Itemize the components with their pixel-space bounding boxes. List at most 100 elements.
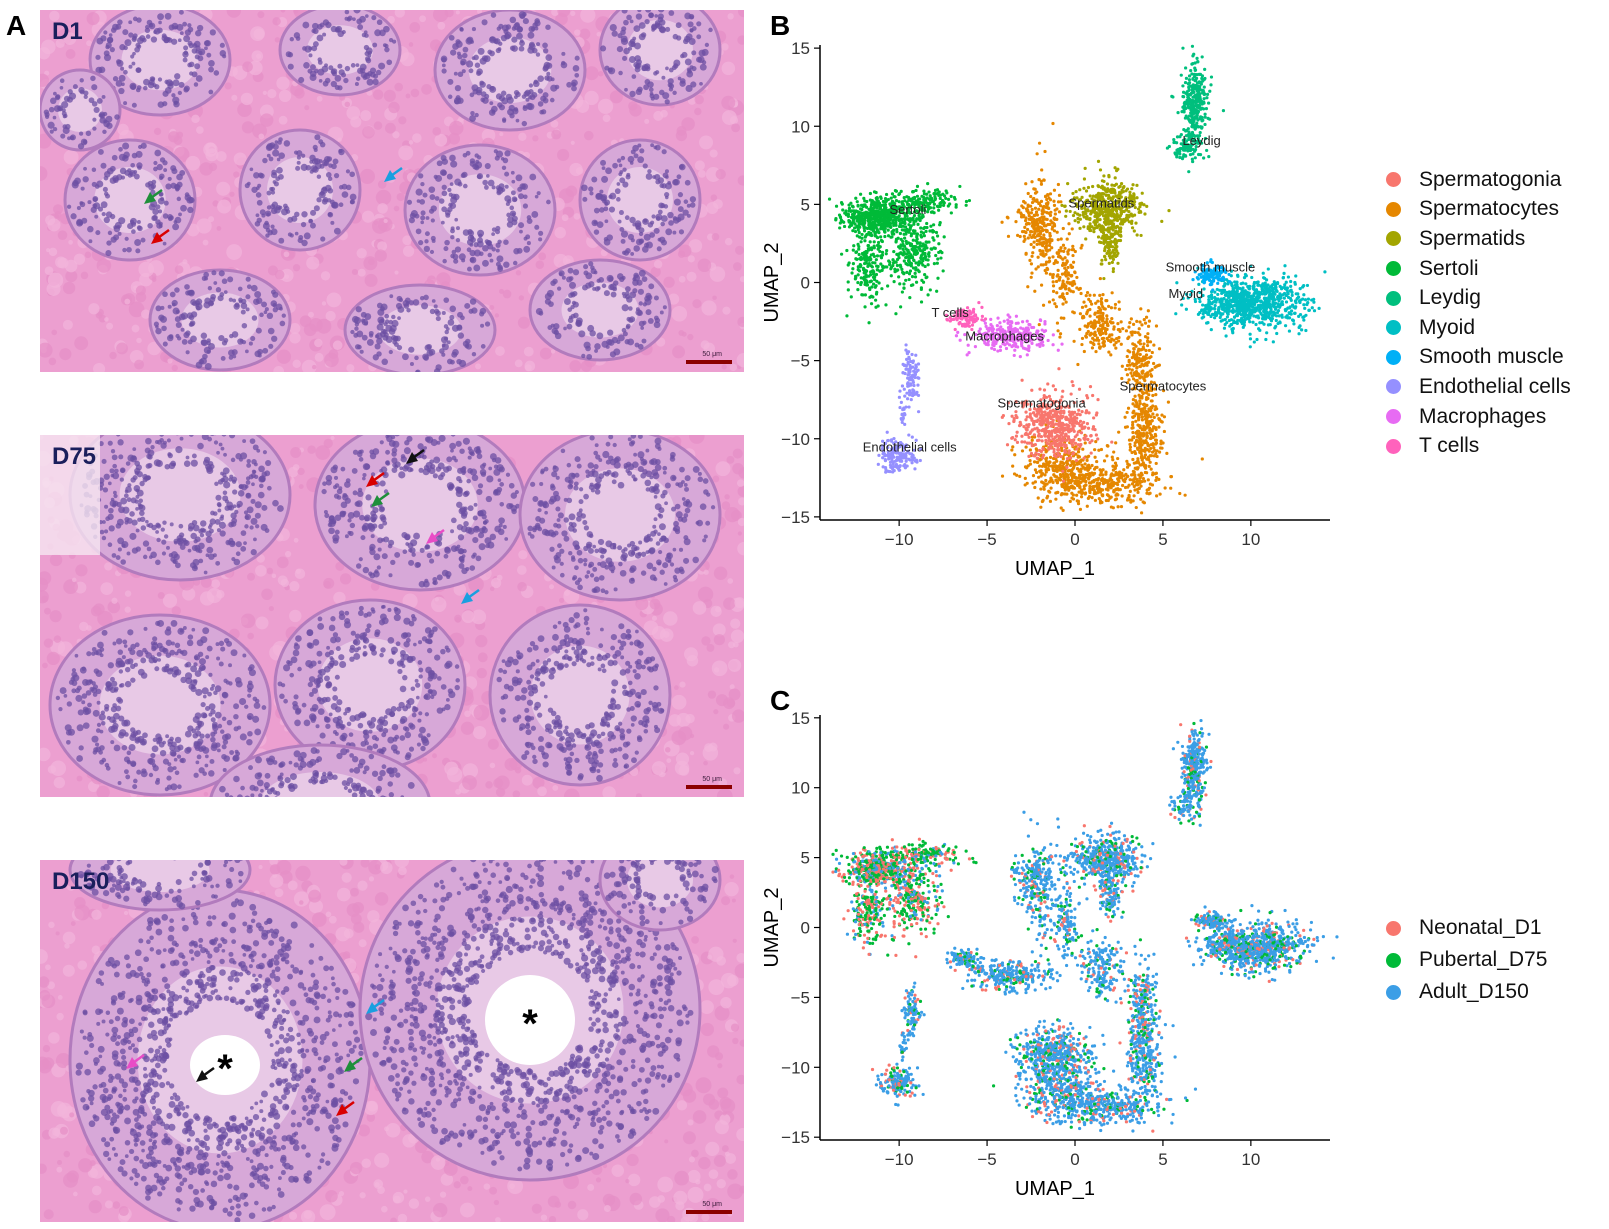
data-point [1133,466,1137,470]
data-point [1120,376,1124,381]
data-point [1288,289,1292,293]
data-point [1080,243,1084,247]
data-point [1227,304,1231,308]
data-point [871,261,875,265]
data-point [1201,275,1206,279]
data-point [1302,318,1306,322]
data-point [869,224,873,228]
data-point [1082,315,1086,319]
data-point [926,207,931,211]
data-point [1020,204,1024,208]
data-point [1209,258,1213,262]
data-point [1192,125,1197,129]
data-point [851,262,856,266]
data-point [1082,484,1086,488]
data-point [1067,468,1072,473]
data-point [1149,399,1153,403]
data-point [1035,456,1039,460]
data-point [1102,179,1106,184]
data-point [1205,96,1209,100]
data-point [1184,146,1189,150]
data-point [1310,306,1314,310]
data-point [1057,278,1061,282]
data-point [1131,322,1136,326]
data-point [1119,210,1123,215]
data-point [878,269,882,273]
data-point [1130,333,1134,337]
data-point [899,189,903,193]
data-point [1080,206,1084,210]
data-point [1193,94,1197,98]
data-point [897,245,901,249]
data-point [1235,314,1240,318]
data-point [862,196,866,200]
data-point [1022,234,1026,238]
data-point [1190,44,1195,48]
data-point [882,208,886,213]
data-point [1153,448,1157,452]
data-point [1179,73,1183,77]
data-point [1137,327,1141,331]
data-point [1134,344,1138,348]
data-point [889,196,893,200]
data-point [1059,286,1063,290]
data-point [1100,317,1104,321]
data-point [1302,293,1306,297]
data-point [912,213,917,218]
data-point [1052,203,1057,207]
data-point [1299,298,1303,302]
data-point [905,241,909,246]
data-point [1020,449,1025,453]
data-point [1048,192,1053,196]
data-point [1110,212,1114,216]
data-point [1105,299,1109,303]
data-point [1271,294,1275,298]
data-point [1024,216,1028,220]
data-point [1252,314,1256,318]
data-point [1147,348,1151,353]
data-point [1196,312,1201,316]
data-point [1267,297,1271,301]
data-point [907,277,911,282]
data-point [1261,306,1265,310]
data-point [876,247,880,251]
data-point [1117,335,1121,340]
data-point [1282,296,1286,300]
data-point [1061,472,1065,476]
data-point [1104,193,1108,197]
data-point [1033,213,1037,218]
data-point [1083,475,1087,479]
data-point [1189,147,1193,152]
data-point [1202,287,1206,291]
data-point [1290,309,1294,313]
data-point [1195,56,1199,60]
data-point [1142,441,1146,445]
data-point [1213,290,1217,294]
data-point [1243,289,1247,293]
data-point [1098,218,1102,222]
data-point [840,202,844,206]
data-point [912,196,917,201]
data-point [942,235,946,239]
data-point [1293,311,1297,315]
data-point [1146,336,1150,340]
data-point [1032,225,1036,229]
data-point [1158,492,1162,496]
data-point [1182,95,1186,99]
data-point [1117,307,1121,311]
data-point [914,261,918,265]
data-point [1193,156,1197,160]
data-point [1105,454,1109,458]
data-point [1130,355,1134,360]
data-point [1083,206,1087,210]
data-point [1088,484,1092,489]
data-point [1283,324,1288,328]
data-point [1117,233,1122,237]
data-point [937,242,941,246]
data-point [1123,479,1127,484]
data-point [1140,382,1144,387]
x-axis-label: UMAP_1 [1015,558,1095,580]
data-point [1134,505,1138,510]
data-point [1189,99,1194,104]
data-point [1035,238,1039,243]
